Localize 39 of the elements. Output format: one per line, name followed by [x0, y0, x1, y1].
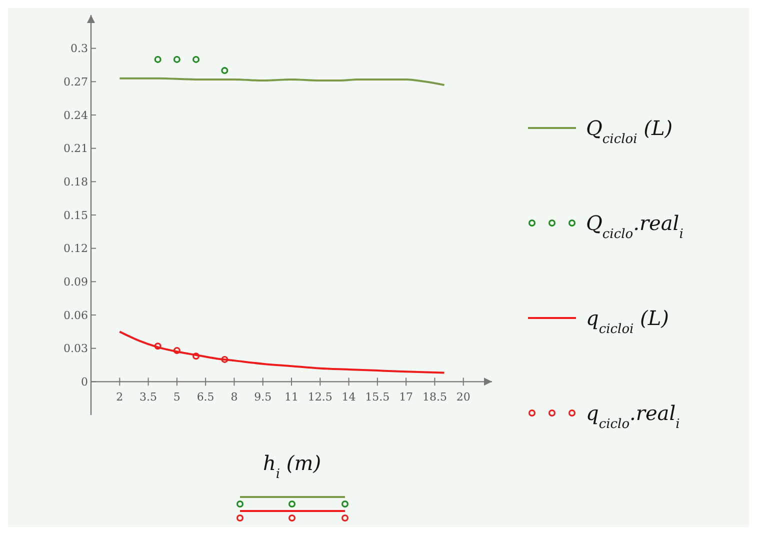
legend-label: q$_{ciclo}$.real$_{i}$ [586, 401, 680, 432]
x-axis-title: h$_{i}$ (m) [263, 451, 321, 482]
x-tick-label: 20 [456, 390, 470, 404]
y-tick-label: 0.06 [64, 308, 88, 322]
line-series [118, 77, 446, 86]
y-tick-label: 0.24 [64, 108, 88, 122]
legend-label: Q$_{ciclo}$.real$_{i}$ [586, 211, 684, 242]
y-tick-label: 0.03 [64, 342, 88, 356]
x-tick-label: 12.5 [308, 390, 332, 404]
y-tick-label: 0.3 [70, 42, 88, 56]
legend-label: Q$_{ciclo}$$_{i}$ (L) [586, 116, 673, 146]
x-tick-label: 9.5 [254, 390, 272, 404]
y-tick-label: 0 [81, 376, 88, 389]
point [154, 342, 162, 350]
line-series [118, 330, 446, 374]
legend-label: q$_{ciclo}$$_{i}$ (L) [586, 306, 669, 336]
point [221, 356, 228, 363]
point [192, 56, 200, 63]
y-tick-label: 0.09 [64, 276, 88, 289]
y-tick-label: 0.12 [64, 242, 88, 256]
y-tick-label: 0.21 [64, 142, 88, 156]
point [221, 67, 228, 74]
x-tick-label: 6.5 [196, 390, 214, 404]
x-tick-label: 18.5 [422, 390, 447, 404]
x-tick-label: 11 [284, 390, 298, 404]
x-tick-label: 8 [230, 390, 238, 404]
x-tick-label: 3.5 [140, 390, 158, 404]
point [173, 56, 180, 63]
y-tick-label: 0.27 [64, 76, 88, 89]
x-tick-label: 2 [116, 390, 124, 404]
point [173, 347, 180, 354]
x-tick-label: 15.5 [365, 390, 390, 404]
x-tick-label: 17 [399, 390, 414, 404]
y-tick-label: 0.15 [64, 208, 88, 222]
y-tick-label: 0.18 [64, 176, 88, 189]
x-tick-label: 14 [342, 390, 356, 404]
point [154, 56, 162, 63]
point [192, 352, 200, 360]
x-tick-label: 5 [173, 390, 180, 404]
